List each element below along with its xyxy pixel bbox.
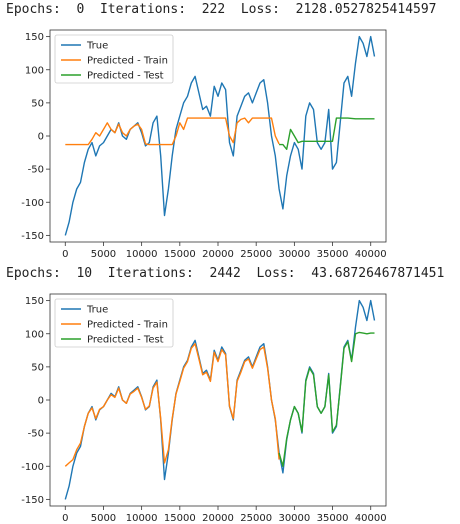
legend-label: True (86, 305, 108, 316)
series-line-predicted-train (65, 117, 280, 146)
chart-epoch-0: 0 5000 10000 15000 20000 25000 30000 35000 40000… (21, 29, 387, 260)
x-tick-label: 0 (62, 249, 68, 260)
chart-epoch-10: 0 5000 10000 15000 20000 25000 30000 35000 40000… (21, 293, 387, 524)
y-tick-label: 50 (31, 98, 44, 109)
y-tick-label: -150 (21, 495, 44, 506)
y-tick-label: 0 (38, 132, 44, 143)
x-tick-label: 35000 (317, 513, 349, 524)
x-tick-label: 5000 (91, 249, 116, 260)
epochs-value: 0 (76, 2, 85, 17)
y-tick-label: -50 (28, 165, 44, 176)
series-line-predicted-test (278, 331, 375, 468)
legend-label: Predicted - Train (87, 56, 168, 67)
iterations-value: 222 (201, 2, 226, 17)
x-tick-label: 40000 (355, 249, 387, 260)
x-tick-label: 30000 (278, 513, 310, 524)
y-tick-label: 150 (25, 296, 44, 307)
chart-title: Epochs: 10 Iterations: 2442 Loss: 43.687… (6, 266, 444, 281)
y-tick-label: -100 (21, 198, 44, 209)
y-tick-label: 100 (25, 65, 44, 76)
iterations-label: Iterations: (107, 266, 194, 281)
legend (54, 298, 174, 348)
x-tick-label: 35000 (317, 249, 349, 260)
chart-title: Epochs: 0 Iterations: 222 Loss: 2128.052… (6, 2, 437, 17)
x-tick-label: 20000 (202, 249, 234, 260)
y-tick-label: -150 (21, 231, 44, 242)
epochs-label: Epochs: (6, 2, 61, 17)
x-tick-label: 5000 (91, 513, 116, 524)
iterations-label: Iterations: (99, 2, 187, 17)
iterations-value: 2442 (209, 266, 241, 281)
epochs-value: 10 (76, 266, 93, 281)
y-tick-label: 100 (25, 329, 44, 340)
x-tick-label: 25000 (240, 513, 272, 524)
loss-value: 43.68726467871451 (311, 266, 445, 281)
loss-value: 2128.0527825414597 (295, 2, 437, 17)
x-tick-label: 15000 (164, 513, 196, 524)
x-tick-label: 40000 (355, 513, 387, 524)
loss-label: Loss: (256, 266, 296, 281)
legend-label: Predicted - Train (87, 320, 168, 331)
series-line-predicted-train (64, 343, 280, 467)
epochs-label: Epochs: (6, 266, 61, 281)
x-tick-label: 0 (62, 513, 68, 524)
y-tick-label: 0 (38, 396, 44, 407)
y-tick-label: 150 (25, 32, 44, 43)
x-tick-label: 25000 (240, 249, 272, 260)
legend-label: True (86, 41, 108, 52)
loss-label: Loss: (240, 2, 280, 17)
legend-label: Predicted - Test (87, 335, 164, 346)
x-tick-label: 30000 (278, 249, 310, 260)
legend-label: Predicted - Test (87, 71, 164, 82)
x-tick-label: 10000 (126, 513, 158, 524)
legend (54, 34, 174, 84)
series-line-predicted-test (279, 117, 375, 151)
x-tick-label: 10000 (126, 249, 158, 260)
y-tick-label: 50 (31, 362, 44, 373)
x-tick-label: 20000 (202, 513, 234, 524)
x-tick-label: 15000 (164, 249, 196, 260)
y-tick-label: -100 (21, 462, 44, 473)
y-tick-label: -50 (28, 429, 44, 440)
